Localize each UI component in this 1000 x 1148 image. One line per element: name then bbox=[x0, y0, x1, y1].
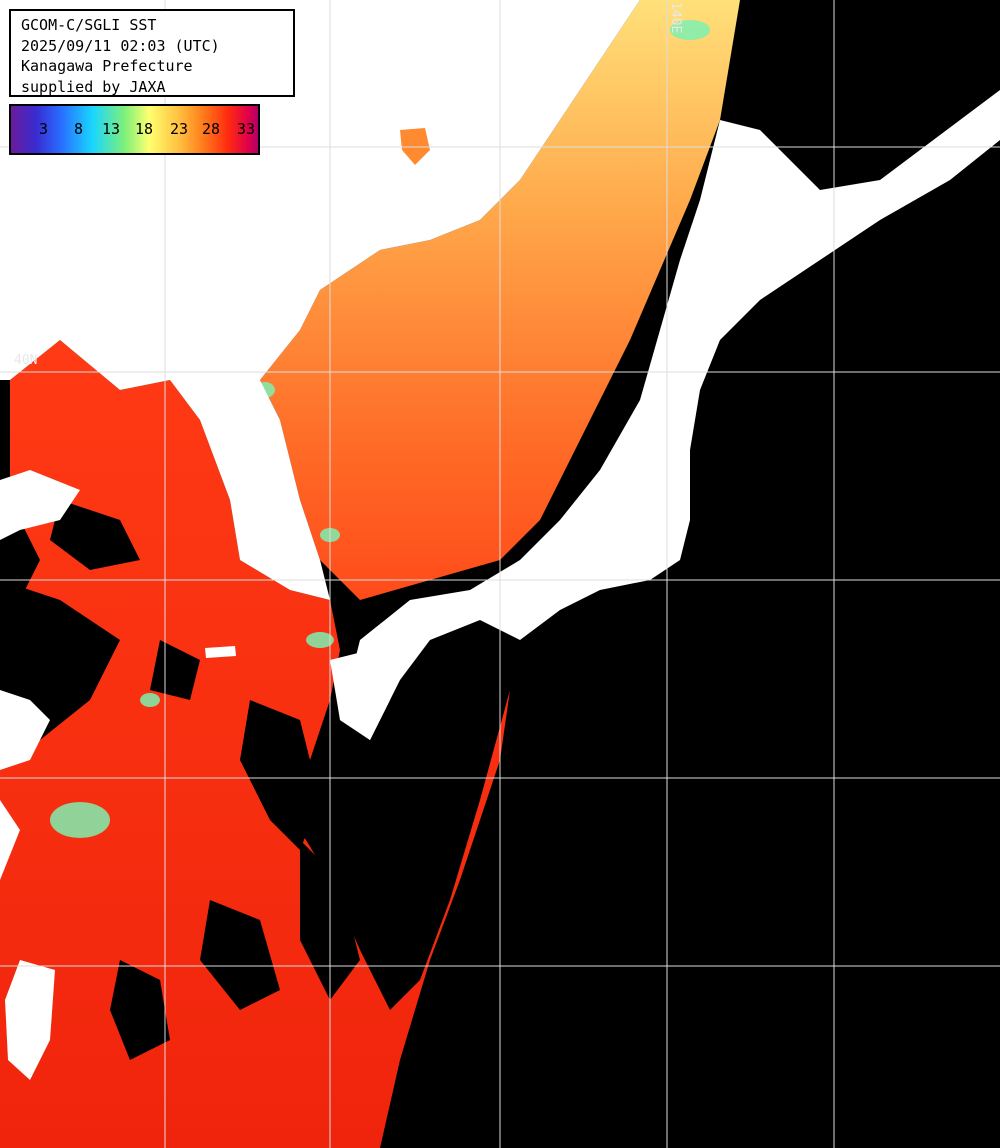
land-china-south bbox=[0, 800, 20, 880]
region-name: Kanagawa Prefecture bbox=[21, 57, 193, 75]
observation-time: 2025/09/11 02:03 (UTC) bbox=[21, 36, 220, 55]
colorbar-tick: 18 bbox=[135, 120, 154, 138]
land-taiwan bbox=[5, 960, 55, 1080]
colorbar-tick: 3 bbox=[39, 120, 49, 138]
product-title: GCOM-C/SGLI SST bbox=[21, 16, 157, 34]
colorbar-tick: 28 bbox=[202, 120, 221, 138]
colorbar-tick: 13 bbox=[102, 120, 121, 138]
land-jeju bbox=[205, 646, 236, 658]
colorbar-tick: 33 bbox=[237, 120, 256, 138]
land-japan bbox=[340, 90, 1000, 740]
land-china-coast bbox=[0, 690, 50, 770]
data-supplier: supplied by JAXA bbox=[21, 77, 166, 96]
colorbar-tick: 8 bbox=[74, 120, 84, 138]
lon-label-140e: 140E bbox=[668, 2, 683, 34]
land-kyushu bbox=[330, 650, 390, 740]
info-panel: GCOM-C/SGLI SST 2025/09/11 02:03 (UTC) K… bbox=[9, 9, 295, 97]
colorbar-tick: 23 bbox=[170, 120, 189, 138]
sst-colorbar: 3 8 13 18 23 28 33 bbox=[9, 104, 260, 155]
lat-label-40n: 40N bbox=[14, 353, 38, 368]
land-china bbox=[0, 0, 80, 540]
